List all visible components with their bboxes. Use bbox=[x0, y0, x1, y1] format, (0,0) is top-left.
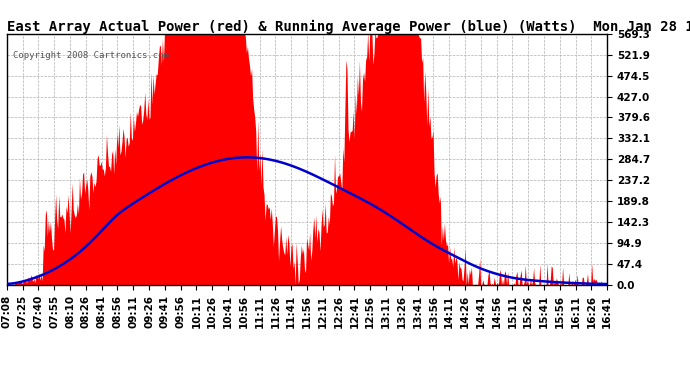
Text: East Array Actual Power (red) & Running Average Power (blue) (Watts)  Mon Jan 28: East Array Actual Power (red) & Running … bbox=[7, 20, 690, 34]
Text: Copyright 2008 Cartronics.com: Copyright 2008 Cartronics.com bbox=[13, 51, 169, 60]
